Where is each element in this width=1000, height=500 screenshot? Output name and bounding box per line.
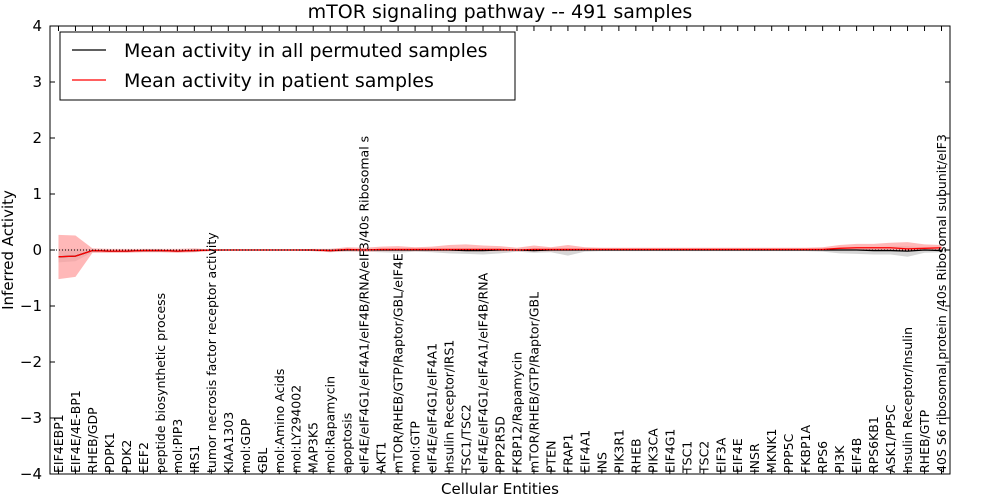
x-axis-label: Cellular Entities	[441, 480, 559, 498]
line-patient	[58, 247, 942, 258]
x-category-label: peptide biosynthetic process	[153, 293, 168, 473]
x-category-label: PI3K	[832, 445, 847, 473]
x-category-label: eIF4E/eIF4G1/eIF4A1	[425, 343, 440, 473]
y-tick-label: −4	[20, 465, 42, 483]
y-tick-label: −1	[20, 297, 42, 315]
x-category-label: TSC1	[679, 441, 694, 474]
legend: Mean activity in all permuted samples Me…	[59, 31, 516, 101]
x-category-label: RHEB/GDP	[85, 407, 100, 473]
x-category-label: mol:Rapamycin	[323, 376, 338, 473]
x-category-label: MKNK1	[764, 429, 779, 473]
x-category-label: mTOR/RHEB/GTP/Raptor/GBL/eIF4E	[391, 253, 406, 473]
x-category-label: PPP2R5D	[493, 416, 508, 473]
x-category-label: INS	[594, 452, 609, 473]
x-category-label: mol:GDP	[238, 418, 253, 473]
x-category-label: GBL	[255, 448, 270, 473]
x-category-label: AKT1	[374, 442, 389, 473]
y-tick-label: 3	[32, 73, 42, 91]
y-tick-label: 0	[32, 241, 42, 259]
x-category-label: TSC2	[696, 441, 711, 474]
y-tick-label: −2	[20, 353, 42, 371]
x-category-label: mTOR/RHEB/GTP/Raptor/GBL	[526, 292, 541, 473]
x-category-label: 40S S6 ribosomal protein /40s Ribosomal …	[934, 134, 949, 473]
x-category-label: FRAP1	[560, 434, 575, 473]
x-category-label: eIF4E/eIF4G1/eIF4A1/eIF4B/RNA	[476, 272, 491, 473]
x-category-label: EEF2	[136, 442, 151, 473]
y-tick-label: 4	[32, 17, 42, 35]
x-category-label: PPP5C	[781, 433, 796, 473]
x-category-label: FKBP1A	[798, 425, 813, 473]
x-category-label: PTEN	[543, 441, 558, 473]
x-category-label: ASK1/PP5C	[883, 404, 898, 473]
x-category-label: RPS6	[815, 441, 830, 473]
x-category-label: RHEB	[628, 438, 643, 473]
x-category-label: RPS6KB1	[866, 416, 881, 473]
x-category-label: RHEB/GTP	[917, 409, 932, 473]
x-category-label: PDPK1	[102, 432, 117, 473]
x-category-label: PIK3CA	[645, 428, 660, 473]
x-category-label: TSC1/TSC2	[459, 404, 474, 474]
y-tick-label: 2	[32, 129, 42, 147]
x-category-label: EIF4G1	[662, 429, 677, 473]
x-category-label: EIF4EBP1	[51, 414, 66, 473]
x-category-label: EIF4E/4E-BP1	[68, 390, 83, 473]
x-category-label: FKBP12/Rapamycin	[509, 352, 524, 473]
legend-label-patient: Mean activity in patient samples	[124, 70, 434, 92]
x-category-label: PDK2	[119, 440, 134, 473]
plot-area	[49, 25, 951, 475]
legend-box	[59, 31, 516, 101]
y-tick-label: −3	[20, 409, 42, 427]
y-tick-label: 1	[32, 185, 42, 203]
y-axis: −4 −3 −2 −1 0 1 2 3 4	[20, 17, 950, 483]
y-axis-label: Inferred Activity	[0, 190, 17, 310]
x-category-label: PIK3R1	[611, 429, 626, 473]
x-category-label: tumor necrosis factor receptor activity	[204, 232, 219, 473]
x-category-label: eIF4E/eIF4G1/eIF4A1/eIF4B/RNA/eIF3/40s R…	[357, 136, 372, 473]
legend-label-permuted: Mean activity in all permuted samples	[124, 40, 487, 62]
x-category-label: INSR	[747, 443, 762, 473]
x-category-label: mol:Amino Acids	[272, 369, 287, 473]
x-axis: EIF4EBP1 EIF4E/4E-BP1 RHEB/GDP PDPK1 PDK2 EEF…	[51, 26, 949, 474]
x-category-label: EIF4B	[849, 438, 864, 473]
x-category-label: Insulin Receptor/Insulin	[900, 327, 915, 473]
x-category-label: EIF4E	[730, 438, 745, 473]
chart-title: mTOR signaling pathway -- 491 samples	[308, 1, 693, 23]
x-category-label: Insulin Receptor/IRS1	[442, 340, 457, 473]
x-category-label: mol:PIP3	[170, 419, 185, 473]
x-category-label: mol:LY294002	[289, 385, 304, 473]
x-category-label: KIAA1303	[221, 412, 236, 473]
x-category-label: EIF4A1	[577, 430, 592, 473]
x-category-label: apoptosis	[340, 413, 355, 473]
x-category-label: IRS1	[187, 445, 202, 473]
x-category-label: EIF3A	[713, 437, 728, 473]
x-category-label: MAP3K5	[306, 422, 321, 473]
x-category-label: mol:GTP	[408, 421, 423, 473]
